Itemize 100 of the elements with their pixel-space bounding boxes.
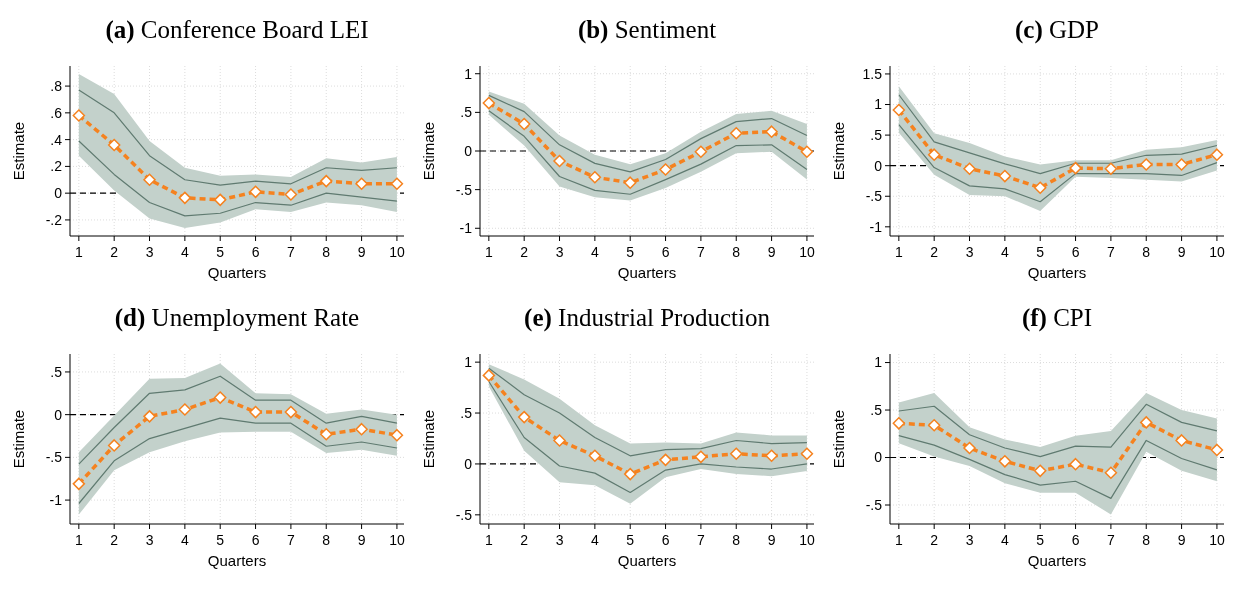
x-axis-title: Quarters <box>1027 264 1087 281</box>
x-tick-label: 10 <box>799 244 815 260</box>
x-axis-title: Quarters <box>617 552 677 569</box>
point <box>765 125 778 138</box>
x-tick-label: 5 <box>216 244 225 260</box>
y-tick-label: .2 <box>50 158 63 175</box>
point <box>107 138 121 152</box>
point <box>1104 162 1118 175</box>
x-tick-label: 5 <box>626 532 635 548</box>
x-tick-label: 10 <box>389 244 405 260</box>
x-tick-label: 3 <box>555 244 564 260</box>
x-tick-label: 10 <box>389 532 405 548</box>
point <box>1175 434 1188 447</box>
x-axis-title: Quarters <box>617 264 677 281</box>
point <box>800 447 814 461</box>
x-tick-label: 10 <box>1209 244 1225 260</box>
y-tick-label: -.5 <box>455 506 473 523</box>
x-tick-label: 4 <box>590 244 599 260</box>
x-axis-title: Quarters <box>207 552 267 569</box>
x-tick-label: 1 <box>74 244 83 260</box>
x-tick-label: 2 <box>930 532 939 548</box>
y-tick-label: -.5 <box>455 181 473 198</box>
y-tick-label: .5 <box>460 404 473 421</box>
chart-title: (f) CPI <box>1021 304 1093 332</box>
x-tick-label: 4 <box>1000 532 1009 548</box>
point <box>659 163 672 176</box>
point <box>1139 158 1153 171</box>
point <box>729 447 743 461</box>
x-tick-label: 7 <box>287 532 295 548</box>
x-tick-label: 3 <box>145 532 154 548</box>
y-tick-label: 1 <box>874 96 883 113</box>
x-tick-label: 3 <box>145 244 154 260</box>
point <box>178 191 192 205</box>
y-axis-title: Estimate <box>10 121 27 181</box>
point <box>517 117 531 131</box>
y-axis-title: Estimate <box>830 121 847 181</box>
y-tick-label: -1 <box>49 491 63 508</box>
x-axis-title: Quarters <box>1027 552 1087 569</box>
point <box>213 391 227 404</box>
x-tick-label: 6 <box>661 532 670 548</box>
y-tick-label: .8 <box>50 77 63 94</box>
y-tick-label: .5 <box>460 104 473 121</box>
x-tick-label: 9 <box>767 532 776 548</box>
x-tick-label: 1 <box>894 244 903 260</box>
point <box>249 405 262 419</box>
y-axis-title: Estimate <box>830 409 847 469</box>
x-tick-label: 1 <box>484 244 493 260</box>
y-tick-label: 1.5 <box>862 65 883 82</box>
point <box>1033 464 1047 478</box>
point <box>1069 457 1082 471</box>
point <box>390 177 404 191</box>
point <box>694 145 708 159</box>
x-tick-label: 6 <box>1071 244 1080 260</box>
x-tick-label: 7 <box>287 244 295 260</box>
point <box>1139 416 1153 429</box>
x-tick-label: 2 <box>930 244 939 260</box>
y-tick-label: .6 <box>50 104 63 121</box>
point <box>892 417 906 430</box>
point <box>588 449 602 463</box>
y-tick-label: 1 <box>464 65 473 82</box>
point <box>319 174 333 188</box>
y-tick-label: -.5 <box>865 496 883 513</box>
x-tick-label: 4 <box>180 532 189 548</box>
x-tick-label: 9 <box>767 244 776 260</box>
point <box>143 173 156 187</box>
point <box>1069 161 1082 175</box>
x-tick-label: 9 <box>357 532 366 548</box>
y-tick-label: -.2 <box>45 211 63 228</box>
point <box>178 403 192 416</box>
x-tick-label: 6 <box>661 244 670 260</box>
x-tick-label: 2 <box>110 244 119 260</box>
point <box>927 148 941 161</box>
x-tick-label: 7 <box>697 244 705 260</box>
point <box>517 410 531 424</box>
point <box>482 369 496 382</box>
point <box>1104 466 1118 479</box>
line-series <box>78 417 398 505</box>
point <box>482 96 496 110</box>
x-tick-label: 7 <box>1107 532 1115 548</box>
point <box>249 185 262 199</box>
y-tick-label: 0 <box>464 142 473 159</box>
x-tick-label: 8 <box>322 532 331 548</box>
y-tick-label: -1 <box>459 220 473 237</box>
x-tick-label: 3 <box>965 244 974 260</box>
point <box>963 441 976 455</box>
x-tick-label: 2 <box>520 244 529 260</box>
x-tick-label: 5 <box>216 532 225 548</box>
x-tick-label: 3 <box>555 532 564 548</box>
point <box>72 109 86 122</box>
point <box>588 171 602 184</box>
y-tick-label: .5 <box>870 127 883 143</box>
line-series <box>78 140 398 217</box>
y-tick-label: .5 <box>50 363 63 380</box>
point <box>998 455 1012 468</box>
x-tick-label: 6 <box>251 532 260 548</box>
y-tick-label: 0 <box>464 455 473 472</box>
point <box>1210 443 1224 457</box>
y-tick-label: .4 <box>50 131 63 148</box>
y-tick-label: -1 <box>869 218 883 235</box>
x-tick-label: 8 <box>1142 244 1151 260</box>
